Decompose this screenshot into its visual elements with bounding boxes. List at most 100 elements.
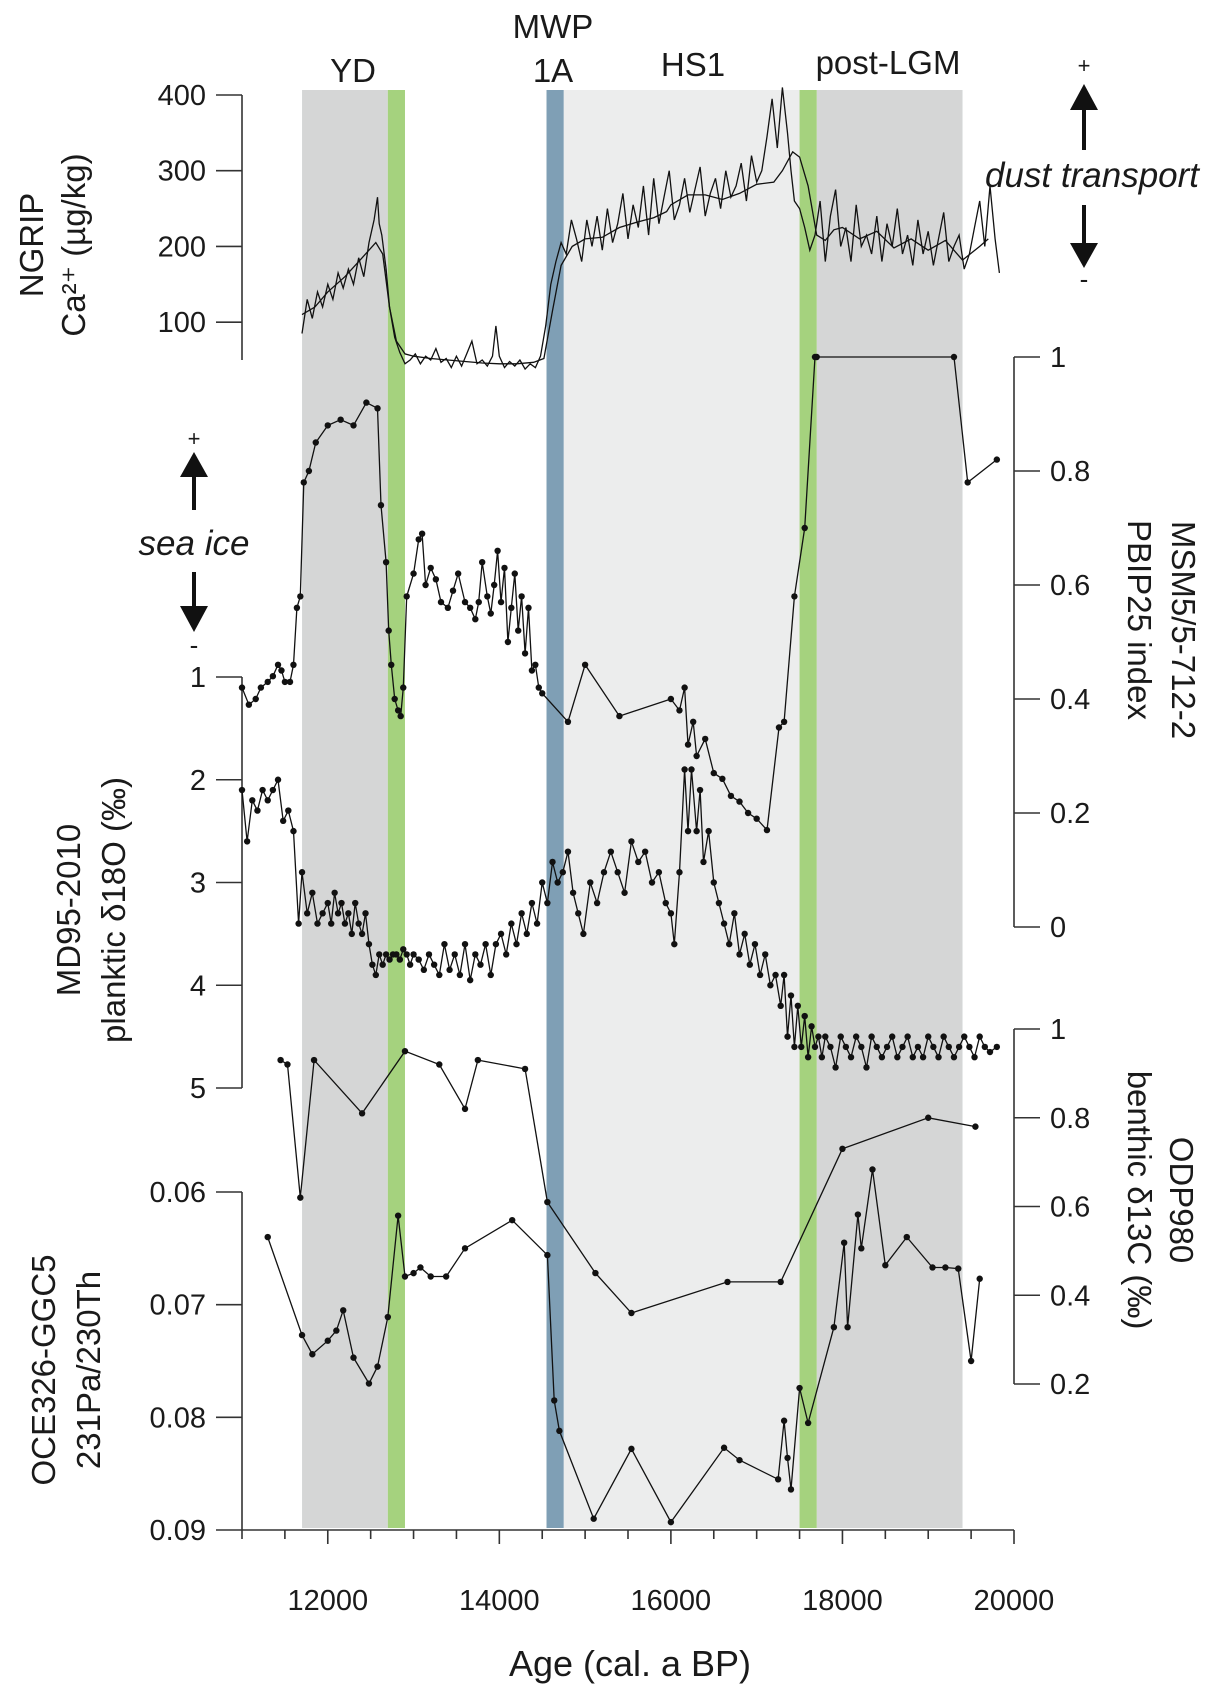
md95-data-point — [554, 879, 561, 886]
md95-data-point — [600, 869, 608, 876]
md95-data-point — [518, 910, 525, 917]
msm-data-point — [693, 752, 700, 760]
oce-data-point — [298, 1331, 306, 1339]
msm-data-point — [532, 661, 539, 668]
msm-data-point — [466, 604, 474, 611]
md95-data-point — [254, 807, 261, 814]
md95-data-point — [345, 910, 352, 917]
msm-data-point — [337, 416, 344, 423]
md95-data-point — [832, 1064, 839, 1071]
md95-data-point — [726, 940, 733, 948]
odp-data-point — [544, 1198, 551, 1206]
odp-data-point — [839, 1145, 846, 1153]
ngrip-series-line-1 — [301, 150, 989, 365]
md95-data-point — [607, 848, 615, 855]
msm-data-point — [719, 775, 726, 782]
msm-data-point — [494, 547, 501, 554]
md95-data-point — [274, 776, 282, 783]
md95-data-point — [950, 1053, 958, 1061]
md95-data-point — [804, 1053, 812, 1061]
md95-data-point — [671, 940, 678, 948]
ngrip-y-tick-label: 200 — [158, 231, 206, 263]
md95-data-point — [492, 940, 500, 948]
md95-data-point — [746, 961, 754, 968]
msm-data-point — [300, 479, 307, 486]
md95-data-point — [406, 961, 414, 968]
msm-data-point — [297, 593, 304, 600]
event-label-yd: YD — [330, 52, 376, 89]
ngrip-ylabel: NGRIP — [13, 193, 50, 298]
msm-data-point — [293, 604, 301, 611]
msm-data-point — [418, 530, 426, 537]
md95-data-point — [400, 946, 407, 953]
md95-data-point — [331, 889, 338, 896]
dust-transport-label: dust transport — [985, 156, 1200, 195]
md95-data-point — [762, 951, 769, 958]
md95-data-point — [688, 766, 695, 773]
odp-y-tick-label: 0.4 — [1050, 1280, 1090, 1312]
event-labels: YD MWP 1A HS1 post-LGM — [330, 8, 960, 89]
msm-y-tick-label: 0.2 — [1050, 798, 1090, 830]
md95-data-point — [731, 910, 738, 917]
oce-data-point — [417, 1264, 424, 1271]
oce-data-point — [929, 1264, 936, 1271]
oce-data-point — [350, 1354, 357, 1361]
md95-y-tick-label: 4 — [190, 970, 206, 1002]
oce-y-tick-label: 0.07 — [150, 1290, 206, 1322]
odp-data-point — [521, 1065, 529, 1073]
oce-data-point — [955, 1265, 962, 1272]
msm-data-point — [616, 712, 623, 720]
ngrip-y-tick-label: 300 — [158, 156, 206, 188]
md95-data-point — [894, 1053, 901, 1061]
md95-data-point — [593, 899, 601, 907]
msm-data-point — [964, 479, 971, 486]
md95-data-point — [365, 940, 373, 948]
md95-data-point — [736, 951, 743, 958]
x-axis-title: Age (cal. a BP) — [509, 1643, 751, 1684]
msm-data-point — [449, 587, 457, 594]
dust-down-arrowhead-icon — [1070, 243, 1098, 268]
oce-data-point — [796, 1384, 803, 1392]
oce-ylabel-unit: 231Pa/230Th — [70, 1271, 107, 1469]
md95-data-point — [863, 1064, 870, 1071]
sea-ice-down-arrowhead-icon — [180, 606, 208, 632]
oce-data-point — [854, 1211, 862, 1218]
md95-data-point — [508, 920, 515, 927]
md95-data-point — [621, 889, 628, 896]
md95-data-point — [715, 899, 723, 907]
msm-y-tick-label: 0 — [1050, 912, 1066, 944]
md95-data-point — [341, 920, 349, 927]
msm-data-point — [667, 695, 675, 703]
ngrip-y-tick-label: 400 — [158, 80, 206, 112]
msm-data-point — [437, 598, 445, 606]
msm-data-point — [515, 627, 522, 634]
md95-data-point — [587, 879, 594, 886]
msm-data-point — [252, 695, 259, 703]
md95-y-tick-label: 5 — [190, 1073, 206, 1105]
msm-ylabel: MSM5/5-712-2 — [1165, 521, 1202, 739]
md95-data-point — [684, 827, 692, 835]
md95-data-point — [847, 1053, 855, 1061]
md95-data-point — [655, 869, 663, 876]
md95-data-point — [883, 1043, 891, 1051]
x-tick-label: 14000 — [459, 1585, 540, 1617]
md95-data-point — [533, 920, 541, 927]
oce-data-point — [590, 1515, 597, 1522]
msm-y-tick-label: 1 — [1050, 342, 1066, 374]
md95-data-point — [798, 1043, 805, 1051]
md95-ylabel-unit: planktic δ18O (‰) — [95, 777, 132, 1043]
msm-data-point — [511, 570, 518, 577]
msm-data-point — [286, 678, 294, 686]
oce-data-point — [410, 1269, 417, 1277]
msm-data-point — [269, 673, 277, 680]
md95-data-point — [410, 951, 417, 958]
oce-data-point — [461, 1245, 469, 1252]
md95-data-point — [319, 910, 326, 917]
oce-data-point — [903, 1233, 910, 1241]
md95-data-point — [269, 786, 277, 794]
msm-data-point — [394, 707, 402, 714]
md95-data-point — [243, 838, 251, 845]
msm-data-point — [508, 604, 515, 611]
md95-data-point — [696, 786, 704, 794]
msm-data-point — [472, 616, 479, 623]
